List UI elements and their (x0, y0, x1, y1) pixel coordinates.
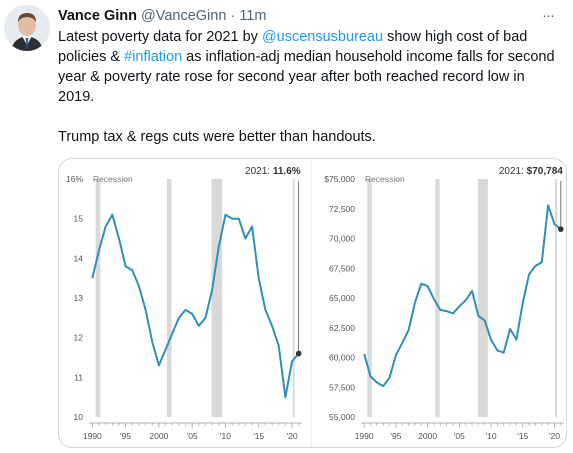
recession-band (477, 179, 488, 417)
x-tick-label: '15 (253, 431, 264, 441)
media-image[interactable]: 16% 15 14 13 12 11 10 Recession 1990 '95 2000 '05 '1… (58, 158, 567, 448)
annotation-value: 11.6% (273, 166, 301, 177)
x-tick-label: '10 (220, 431, 231, 441)
median-income-chart: $75,000 72,500 70,000 67,500 65,000 62,500 60,… (324, 166, 564, 441)
recession-band (211, 179, 223, 417)
annotation-prefix: 2021: (245, 166, 273, 177)
x-tick-label: '05 (187, 431, 198, 441)
x-tick-label: '05 (454, 431, 465, 441)
y-tick-label: 67,500 (329, 263, 355, 273)
recession-band (166, 179, 172, 417)
charts-image: 16% 15 14 13 12 11 10 Recession 1990 '95 2000 '05 '1… (66, 159, 564, 447)
x-tick-label: '95 (120, 431, 131, 441)
y-tick-label: 15 (74, 214, 84, 224)
mention-link[interactable]: @uscensusbureau (261, 29, 384, 45)
avatar-portrait (4, 5, 50, 51)
y-tick-label: 57,500 (329, 382, 355, 392)
tweet-text-part: Latest poverty data for 2021 by (58, 29, 262, 45)
y-tick-label: 12 (74, 333, 84, 343)
annotation-prefix: 2021: (499, 166, 527, 177)
recession-band (95, 179, 101, 417)
y-tick-label: 55,000 (329, 412, 355, 422)
tweet-paragraph-2: Trump tax & regs cuts were better than h… (58, 129, 376, 145)
y-tick-label: 65,000 (329, 293, 355, 303)
annotation-label: 2021: 11.6% (245, 166, 301, 177)
more-options-button[interactable]: ··· (542, 7, 555, 24)
recession-band (555, 179, 558, 417)
x-tick-label: 2000 (149, 431, 168, 441)
tweet-text-part: show high cost of bad policies & (58, 29, 528, 65)
y-tick-label: 70,000 (329, 234, 355, 244)
series-line (91, 213, 300, 399)
author-handle[interactable]: @VanceGinn (141, 8, 227, 24)
x-tick-label: 2000 (418, 431, 437, 441)
x-tick-label: '20 (286, 431, 297, 441)
recession-band (292, 179, 295, 417)
author-avatar[interactable] (4, 5, 50, 51)
tweet-timestamp[interactable]: 11m (239, 8, 267, 24)
series-line (363, 204, 562, 388)
tweet-paragraph-1: Latest poverty data for 2021 by @uscensu… (58, 27, 563, 107)
endpoint-dot (558, 226, 564, 232)
tweet-text: Latest poverty data for 2021 by @uscensu… (58, 27, 563, 147)
y-tick-label: $75,000 (324, 174, 355, 184)
y-tick-label: 72,500 (329, 204, 355, 214)
poverty-rate-chart: 16% 15 14 13 12 11 10 Recession 1990 '95 2000 '05 '1… (66, 166, 302, 441)
y-tick-label: 60,000 (329, 353, 355, 363)
recession-label: Recession (365, 174, 405, 184)
endpoint-dot (295, 350, 302, 357)
recession-band (367, 179, 372, 417)
x-tick-label: '20 (549, 431, 560, 441)
y-tick-label: 11 (74, 372, 83, 382)
tweet-text-part: as inflation-adj median household income… (58, 49, 555, 105)
y-tick-label: 14 (74, 253, 84, 263)
hashtag-link[interactable]: #inflation (124, 49, 183, 65)
x-tick-label: 1990 (83, 431, 102, 441)
recession-band (435, 179, 440, 417)
x-tick-label: '15 (517, 431, 528, 441)
y-tick-label: 10 (74, 412, 84, 422)
y-tick-label: 62,500 (329, 323, 355, 333)
x-tick-label: '95 (390, 431, 401, 441)
x-tick-label: '10 (486, 431, 497, 441)
author-name[interactable]: Vance Ginn (58, 8, 137, 24)
y-tick-label: 13 (74, 293, 84, 303)
recession-label: Recession (93, 174, 133, 184)
annotation-value: $70,784 (527, 166, 564, 177)
header-separator: · (230, 8, 236, 24)
tweet-header: Vance Ginn @VanceGinn · 11m ··· (58, 6, 563, 26)
annotation-label: 2021: $70,784 (499, 166, 563, 177)
x-tick-label: 1990 (355, 431, 374, 441)
y-tick-label: 16% (66, 174, 83, 184)
